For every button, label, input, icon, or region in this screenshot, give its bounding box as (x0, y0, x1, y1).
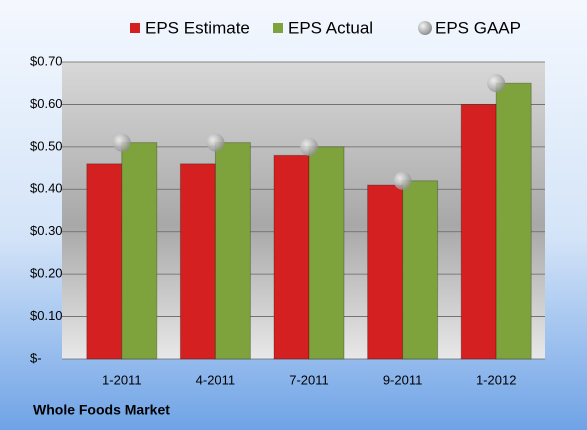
point (300, 137, 318, 156)
bar (179, 163, 216, 360)
bar (308, 146, 345, 360)
point (112, 133, 131, 152)
footer: Whole Foods Market (33, 402, 170, 418)
point (206, 133, 225, 152)
y-tick-label: $0.40 (30, 181, 63, 196)
legend-marker (418, 21, 432, 35)
y-tick-label: $0.70 (30, 53, 63, 68)
legend-label: EPS Estimate (145, 18, 250, 37)
point (393, 171, 412, 190)
legend-label: EPS GAAP (435, 18, 521, 37)
bar (121, 142, 158, 360)
point (487, 74, 506, 93)
bar (402, 180, 439, 360)
bar (86, 163, 123, 360)
y-tick-label: $0.30 (30, 223, 63, 238)
bar (273, 154, 310, 360)
bar (214, 142, 251, 360)
x-tick-label: 4-2011 (196, 372, 236, 387)
x-tick-label: 1-2012 (476, 372, 516, 387)
x-tick-label: 7-2011 (289, 372, 329, 387)
x-tick-label: 1-2011 (102, 372, 142, 387)
y-tick-label: $- (30, 350, 42, 365)
x-tick-label: 9-2011 (383, 372, 423, 387)
bar (495, 82, 532, 360)
legend-label: EPS Actual (288, 18, 373, 37)
bar (460, 103, 497, 360)
y-tick-label: $0.20 (30, 266, 63, 281)
y-tick-label: $0.50 (30, 138, 63, 153)
bar (367, 184, 404, 360)
y-tick-label: $0.60 (30, 96, 63, 111)
legend-marker (273, 23, 283, 33)
y-tick-label: $0.10 (30, 308, 63, 323)
legend-marker (130, 23, 140, 33)
